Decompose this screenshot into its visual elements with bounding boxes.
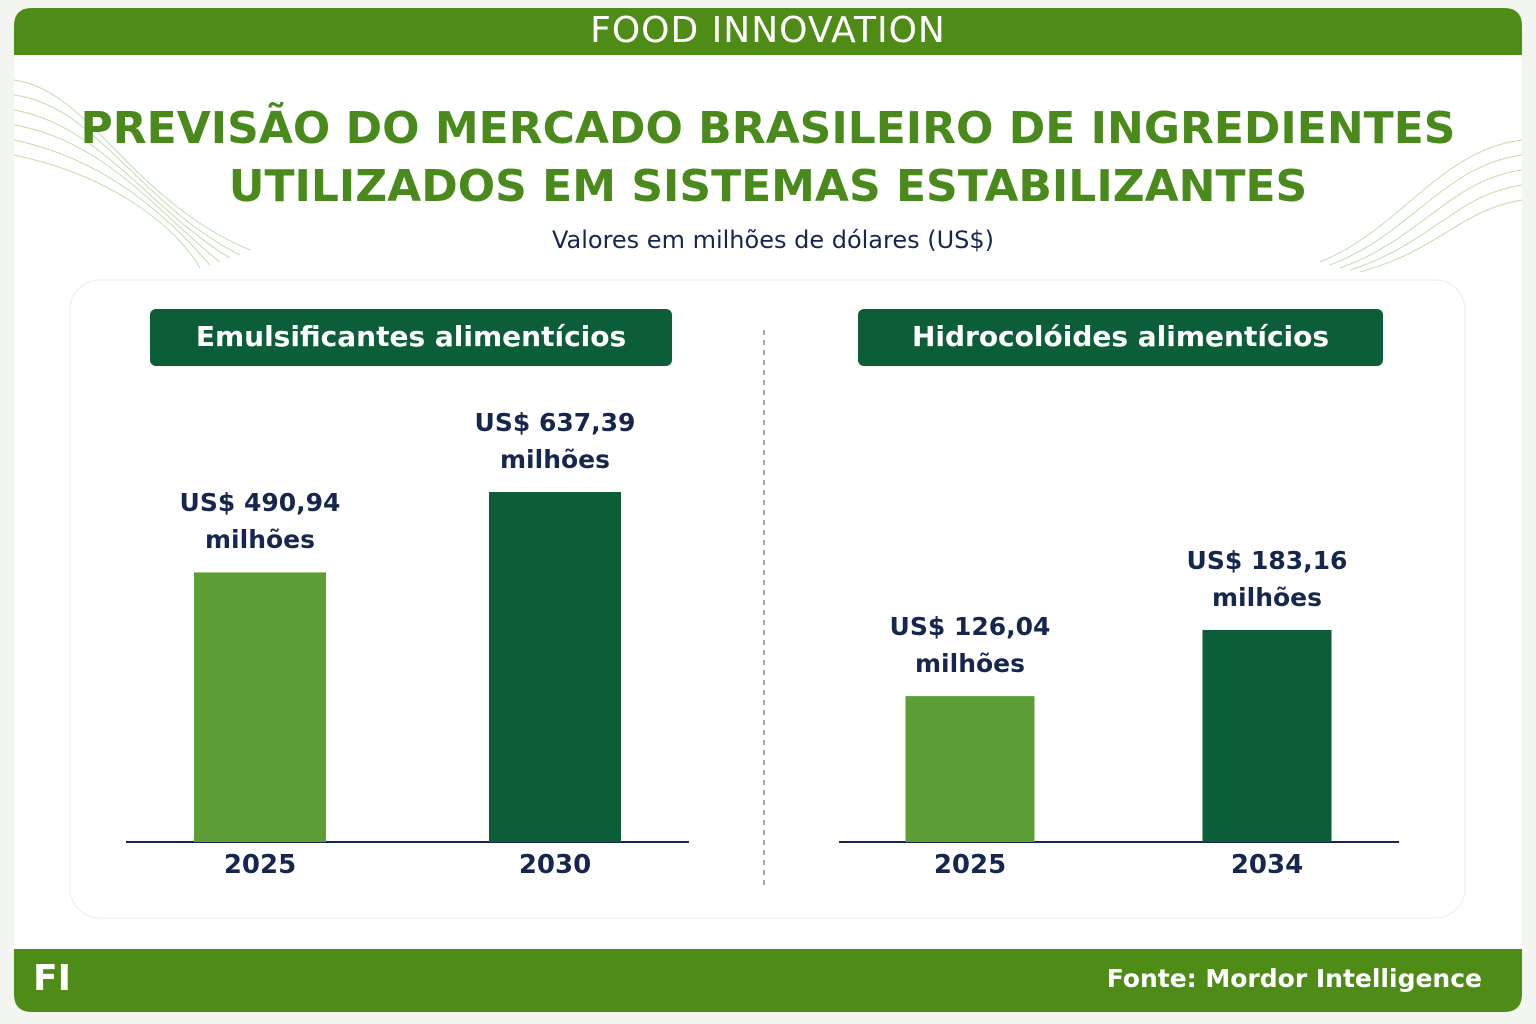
value-label: US$ 637,39 milhões [474,408,636,474]
title-line: UTILIZADOS EM SISTEMAS ESTABILIZANTES [228,161,1308,212]
title: PREVISÃO DO MERCADO BRASILEIRO DE INGRED… [0,100,1536,216]
decor-waves-right [1319,139,1523,273]
value-label: US$ 126,04 milhões [889,612,1051,679]
panel-title-box [150,309,672,366]
bar [1202,630,1332,842]
panel-title: Emulsificantes alimentícios [195,320,627,353]
panel-title-box [858,309,1383,366]
bar [489,492,621,842]
chart-panel [69,279,1466,919]
title-line: PREVISÃO DO MERCADO BRASILEIRO DE INGRED… [80,103,1456,154]
source: Fonte: Mordor Intelligence [1106,964,1482,993]
bar [905,696,1035,842]
footer-band [14,949,1522,1012]
x-tick-label: 2025 [223,850,297,880]
logo: FI [33,958,71,999]
x-tick-label: 2025 [933,850,1007,880]
bar [194,572,326,842]
x-tick-label: 2034 [1230,850,1304,880]
value-label: US$ 183,16 milhões [1186,546,1348,612]
x-tick-label: 2030 [518,850,592,880]
value-label: US$ 490,94 milhões [179,488,341,555]
subtitle: Valores em milhões de dólares (US$) [551,226,995,254]
brand-header: FOOD INNOVATION [590,10,946,51]
header-band [14,8,1522,55]
panel-title: Hidrocolóides alimentícios [911,320,1330,353]
decor-waves-left [13,79,251,269]
